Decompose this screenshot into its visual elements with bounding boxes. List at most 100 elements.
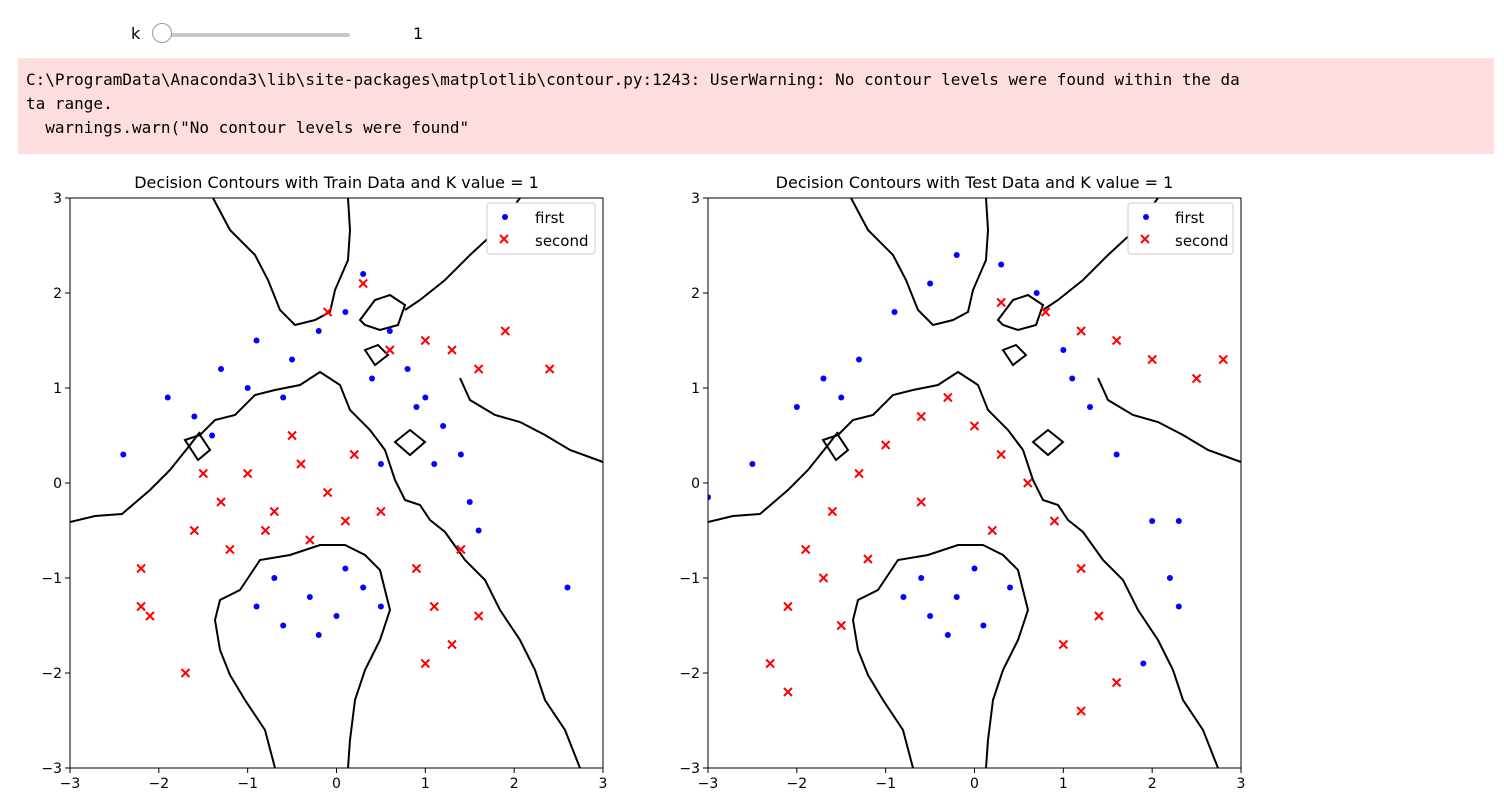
contour-line: [851, 544, 1030, 768]
x-tick-label: 0: [970, 776, 979, 792]
point-second: [340, 516, 351, 526]
point-second: [996, 449, 1006, 460]
point-second: [473, 364, 484, 374]
stderr-line: warnings.warn("No contour levels were fo…: [26, 118, 470, 137]
legend: first second: [1127, 202, 1234, 255]
point-first: [191, 413, 198, 420]
point-first: [749, 461, 756, 467]
point-second: [1218, 354, 1228, 365]
k-slider-label: k: [131, 24, 141, 43]
point-second: [145, 611, 155, 621]
contour-line: [213, 544, 392, 768]
point-first: [440, 423, 447, 429]
point-second: [198, 468, 208, 479]
point-second: [322, 487, 333, 498]
contour-line: [70, 431, 201, 523]
point-second: [996, 297, 1006, 308]
point-second: [260, 525, 271, 536]
point-second: [473, 611, 484, 621]
point-second: [287, 430, 297, 441]
point-first: [422, 394, 429, 401]
point-second: [225, 544, 235, 555]
point-second: [358, 278, 368, 289]
point-first: [953, 252, 960, 258]
k-slider-handle[interactable]: [152, 23, 172, 43]
legend-box: [1127, 202, 1234, 255]
point-second: [863, 554, 873, 564]
point-second: [1049, 516, 1060, 526]
contour-line: [837, 370, 1219, 768]
point-second: [385, 345, 395, 355]
point-first: [918, 575, 925, 581]
legend-label-second: second: [535, 232, 589, 250]
point-first: [360, 271, 367, 277]
x-tick-label: −2: [787, 776, 808, 792]
y-tick-label: 1: [53, 381, 62, 397]
point-first: [564, 584, 571, 591]
point-first: [164, 394, 171, 401]
point-second: [880, 440, 891, 450]
point-second: [349, 449, 359, 460]
point-first: [891, 309, 898, 315]
decision-contour-figures: −3 −2 −1 0 1 2 3 −3 −2 −1 0 1 2 3 Decision Contours w…: [41, 173, 1246, 792]
legend-marker-second: [1140, 234, 1150, 244]
x-tick-label: −1: [237, 776, 258, 792]
legend: first second: [486, 202, 596, 255]
contour-line: [212, 198, 352, 327]
point-second: [987, 525, 997, 536]
point-first: [708, 494, 711, 501]
point-second: [447, 345, 457, 355]
contour-line: [1097, 377, 1241, 463]
contour-line: [363, 343, 390, 367]
point-first: [218, 366, 225, 372]
contour-line: [996, 293, 1045, 332]
point-first: [475, 527, 482, 534]
point-second: [216, 497, 226, 507]
point-first: [431, 461, 438, 467]
point-first: [244, 385, 251, 391]
stderr-output: C:\ProgramData\Anaconda3\lib\site-packag…: [18, 58, 1494, 154]
point-second: [1076, 706, 1086, 716]
point-first: [1175, 603, 1182, 610]
point-second: [1058, 639, 1069, 650]
y-tick-label: 2: [691, 286, 700, 302]
point-second: [1094, 611, 1104, 621]
k-slider[interactable]: [152, 22, 350, 46]
point-second: [765, 658, 775, 669]
point-first: [927, 613, 934, 619]
axes-background: [70, 198, 603, 768]
point-second: [411, 563, 422, 574]
contour-line: [199, 370, 581, 768]
x-tick-label: 2: [510, 776, 519, 792]
legend-label-first: first: [1175, 209, 1204, 227]
scatter-points-train: [120, 271, 571, 678]
contour-line: [393, 428, 427, 457]
point-first: [1113, 451, 1120, 458]
point-second: [136, 601, 146, 612]
legend-box: [486, 202, 596, 255]
point-first: [306, 594, 313, 600]
point-first: [404, 366, 411, 372]
point-second: [544, 364, 555, 374]
y-tick-label: 2: [53, 286, 62, 302]
point-second: [943, 392, 953, 403]
stderr-line: C:\ProgramData\Anaconda3\lib\site-packag…: [26, 70, 1240, 89]
chart-title: Decision Contours with Test Data and K v…: [776, 173, 1174, 192]
point-first: [838, 394, 845, 401]
point-first: [1149, 518, 1156, 524]
point-second: [916, 497, 926, 507]
x-tick-label: 3: [1237, 776, 1246, 792]
point-second: [322, 307, 333, 317]
point-first: [466, 499, 473, 505]
contour-line: [459, 377, 603, 463]
x-tick-label: 2: [1148, 776, 1157, 792]
point-second: [376, 506, 386, 517]
point-second: [836, 620, 846, 631]
k-slider-track[interactable]: [158, 33, 350, 37]
point-second: [296, 459, 306, 469]
point-second: [783, 601, 793, 612]
y-tick-label: −3: [41, 761, 62, 777]
plot-output: −3 −2 −1 0 1 2 3 −3 −2 −1 0 1 2 3 Decision Contours w…: [0, 160, 1504, 805]
point-first: [1175, 518, 1182, 524]
point-first: [927, 280, 934, 287]
